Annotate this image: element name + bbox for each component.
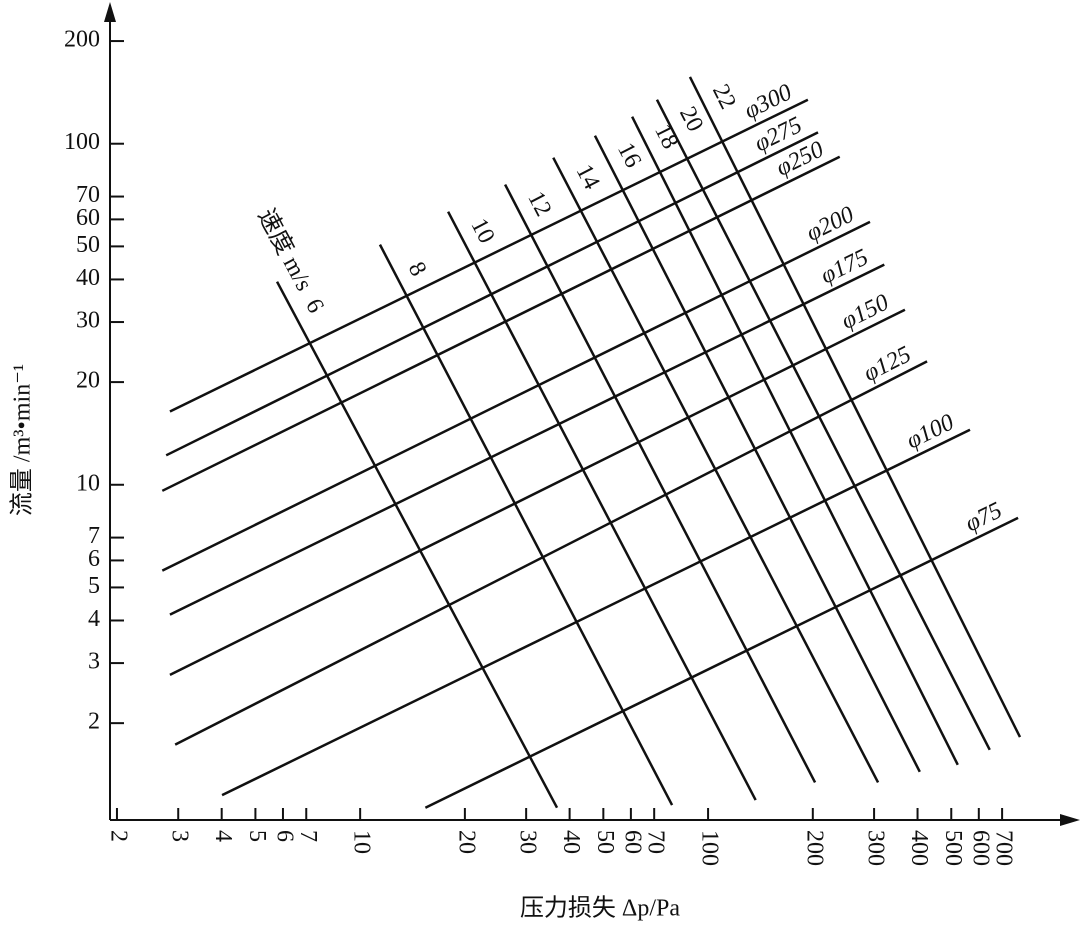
y-tick-label: 100 [64, 129, 100, 155]
x-tick-label: 60 [619, 830, 645, 854]
diameter-line [161, 220, 871, 572]
velocity-label: 6 [300, 295, 329, 318]
y-tick-label: 200 [64, 27, 100, 53]
y-tick-label: 3 [88, 649, 100, 675]
diameter-label: φ175 [817, 244, 873, 289]
velocity-line [688, 76, 1022, 738]
x-tick-label: 20 [453, 830, 479, 854]
velocity-line [655, 99, 991, 751]
diameter-line [174, 360, 928, 746]
x-tick-label: 6 [271, 830, 297, 842]
x-tick-label: 500 [940, 830, 966, 866]
diameter-label: φ200 [802, 202, 858, 247]
x-tick-label: 100 [697, 830, 723, 866]
velocity-line [447, 211, 757, 801]
diameter-line [161, 155, 841, 492]
velocity-label: 10 [465, 214, 499, 247]
diameter-line [169, 308, 906, 677]
velocity-line [593, 135, 921, 773]
velocity-line [552, 157, 880, 784]
y-tick-label: 40 [76, 265, 100, 291]
x-tick-label: 400 [906, 830, 932, 866]
y-tick-label: 7 [88, 523, 100, 549]
x-tick-label: 2 [105, 830, 131, 842]
x-tick-label: 300 [863, 830, 889, 866]
velocity-label: 16 [612, 139, 646, 172]
y-tick-label: 6 [88, 546, 100, 572]
velocity-line [631, 116, 959, 766]
diameter-line [221, 428, 971, 797]
diameter-label: φ125 [860, 341, 916, 387]
diameter-label: φ75 [961, 497, 1006, 537]
diameter-label: φ100 [902, 409, 958, 454]
x-tick-label: 700 [991, 830, 1017, 866]
diameter-line [169, 98, 809, 413]
x-tick-label: 30 [515, 830, 541, 854]
x-axis-title: 压力损失 Δp/Pa [520, 895, 680, 922]
velocity-line [378, 244, 674, 806]
y-tick-label: 30 [76, 308, 100, 334]
velocity-label: 8 [403, 258, 432, 281]
diameter-label: φ150 [837, 290, 893, 335]
x-tick-label: 600 [967, 830, 993, 866]
x-tick-label: 10 [349, 830, 375, 854]
y-tick-label: 5 [88, 573, 100, 599]
velocity-label: 20 [674, 103, 708, 136]
velocity-label: 12 [522, 187, 556, 220]
velocity-line [503, 183, 817, 784]
velocity-label: 14 [570, 160, 604, 193]
x-tick-label: 3 [167, 830, 193, 842]
y-tick-label: 50 [76, 232, 100, 258]
x-tick-label: 200 [801, 830, 827, 866]
x-axis-arrow [1060, 814, 1080, 826]
y-tick-label: 4 [88, 606, 100, 632]
x-tick-label: 5 [244, 830, 270, 842]
y-tick-label: 70 [76, 182, 100, 208]
y-tick-label: 2 [88, 709, 100, 735]
velocity-unit-label: 速度 m/s [252, 204, 318, 295]
x-tick-label: 70 [643, 830, 669, 854]
y-tick-label: 20 [76, 368, 100, 394]
velocity-label: 22 [707, 80, 741, 113]
y-axis-title: 流量 /m³•min⁻¹ [9, 364, 36, 516]
x-tick-label: 40 [558, 830, 584, 854]
diameter-line [169, 263, 885, 616]
y-axis-arrow [104, 2, 116, 22]
diameter-line [424, 516, 1019, 809]
y-tick-label: 10 [76, 470, 100, 496]
x-tick-label: 4 [210, 830, 236, 842]
y-tick-label: 60 [76, 205, 100, 231]
x-tick-label: 7 [295, 830, 321, 842]
velocity-label: 18 [649, 120, 683, 153]
x-tick-label: 50 [592, 830, 618, 854]
velocity-line [275, 281, 559, 809]
